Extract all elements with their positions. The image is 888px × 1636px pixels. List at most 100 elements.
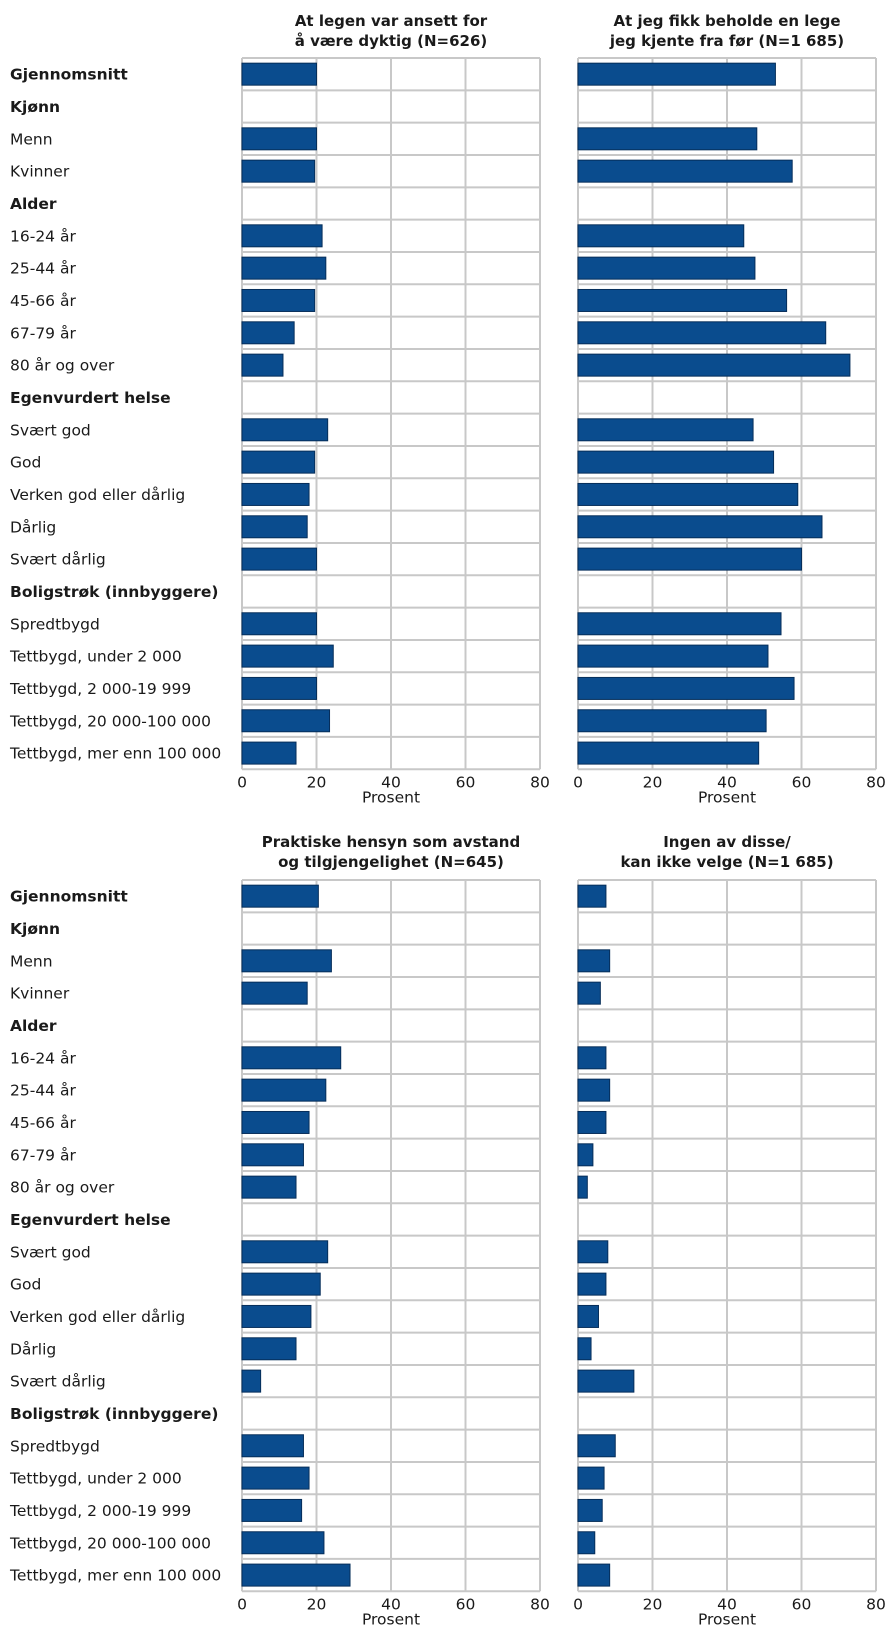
bar [577,741,760,765]
category-label: God [10,454,41,472]
x-tick-label: 80 [530,773,550,791]
bar [577,1304,599,1328]
x-tick-label: 60 [456,1595,476,1613]
bar [577,547,802,571]
bar [241,547,317,571]
category-label: Tettbygd, 20 000-100 000 [9,1534,211,1552]
bar [577,676,795,700]
group-header-label: Kjønn [10,920,60,938]
category-label: 80 år og over [10,357,115,375]
category-label: 25-44 år [10,260,76,278]
bar [241,1304,312,1328]
bar [241,1563,351,1587]
category-label: Tettbygd, under 2 000 [9,648,182,666]
x-tick-label: 40 [717,1595,737,1613]
category-label: Spredtbygd [10,615,100,633]
bar [577,1434,616,1458]
category-label: 45-66 år [10,292,76,310]
bar [241,1337,297,1361]
category-label: Svært god [10,1243,91,1261]
x-tick-label: 20 [307,773,327,791]
x-tick-label: 40 [381,773,401,791]
x-tick-label: 40 [381,1595,401,1613]
category-label: Tettbygd, mer enn 100 000 [9,745,221,763]
category-label: Tettbygd, 2 000-19 999 [9,1502,191,1520]
bar [577,1240,609,1264]
x-tick-label: 60 [456,773,476,791]
bar [241,1175,297,1199]
bar [241,676,317,700]
bar [241,1369,262,1393]
x-tick-label: 0 [573,1595,583,1613]
bar [577,224,745,248]
bar [577,159,793,183]
bar [241,1240,329,1264]
category-label: Tettbygd, under 2 000 [9,1470,182,1488]
bar [577,353,851,377]
category-label: Svært dårlig [10,551,106,569]
bar [241,418,329,442]
bar [577,450,775,474]
panel-title: Ingen av disse/ [663,833,791,851]
bar [241,127,317,151]
bar [577,1272,607,1296]
category-label: Dårlig [10,1340,56,1358]
bar [241,515,308,539]
bar [241,949,332,973]
category-label: Menn [10,952,53,970]
x-tick-label: 20 [643,773,663,791]
bar [577,644,769,668]
bar [241,288,316,312]
bar [577,321,827,345]
category-label: 67-79 år [10,324,76,342]
x-axis-label: Prosent [362,1610,420,1628]
bar [577,612,782,636]
x-tick-label: 0 [573,773,583,791]
category-label: Kvinner [10,163,70,181]
bar [577,1046,607,1070]
x-tick-label: 20 [643,1595,663,1613]
bar [577,1110,607,1134]
category-label: Svært dårlig [10,1373,106,1391]
x-tick-label: 80 [866,1595,886,1613]
category-label: Kvinner [10,985,70,1003]
category-label: Svært god [10,421,91,439]
bar [577,709,767,733]
bar [241,159,316,183]
bar [577,418,754,442]
group-header-label: Egenvurdert helse [10,389,171,407]
x-axis-label: Prosent [362,788,420,806]
panel-title: Praktiske hensyn som avstand [262,833,520,851]
bar [241,1434,304,1458]
category-label: God [10,1276,41,1294]
bar [577,1563,611,1587]
group-header-label: Boligstrøk (innbyggere) [10,583,218,601]
bar [577,1175,588,1199]
bar [241,1466,310,1490]
bar [577,1078,611,1102]
category-label: Tettbygd, 20 000-100 000 [9,712,211,730]
category-label: Tettbygd, mer enn 100 000 [9,1567,221,1585]
x-axis-label: Prosent [698,1610,756,1628]
bar [577,884,607,908]
bar [241,612,317,636]
bar [241,1143,304,1167]
bar [577,949,611,973]
bar [241,482,310,506]
bar [241,1110,310,1134]
bar [577,482,799,506]
category-label: Menn [10,130,53,148]
bar [241,256,327,280]
x-tick-label: 0 [237,1595,247,1613]
x-tick-label: 80 [866,773,886,791]
x-tick-label: 60 [792,773,812,791]
bar [241,62,317,86]
bar [577,1531,596,1555]
panel-title: å være dyktig (N=626) [295,32,488,50]
x-axis-label: Prosent [698,788,756,806]
category-label: Verken god eller dårlig [10,1308,185,1326]
bar [577,1369,635,1393]
category-label: Spredtbygd [10,1437,100,1455]
x-tick-label: 0 [237,773,247,791]
